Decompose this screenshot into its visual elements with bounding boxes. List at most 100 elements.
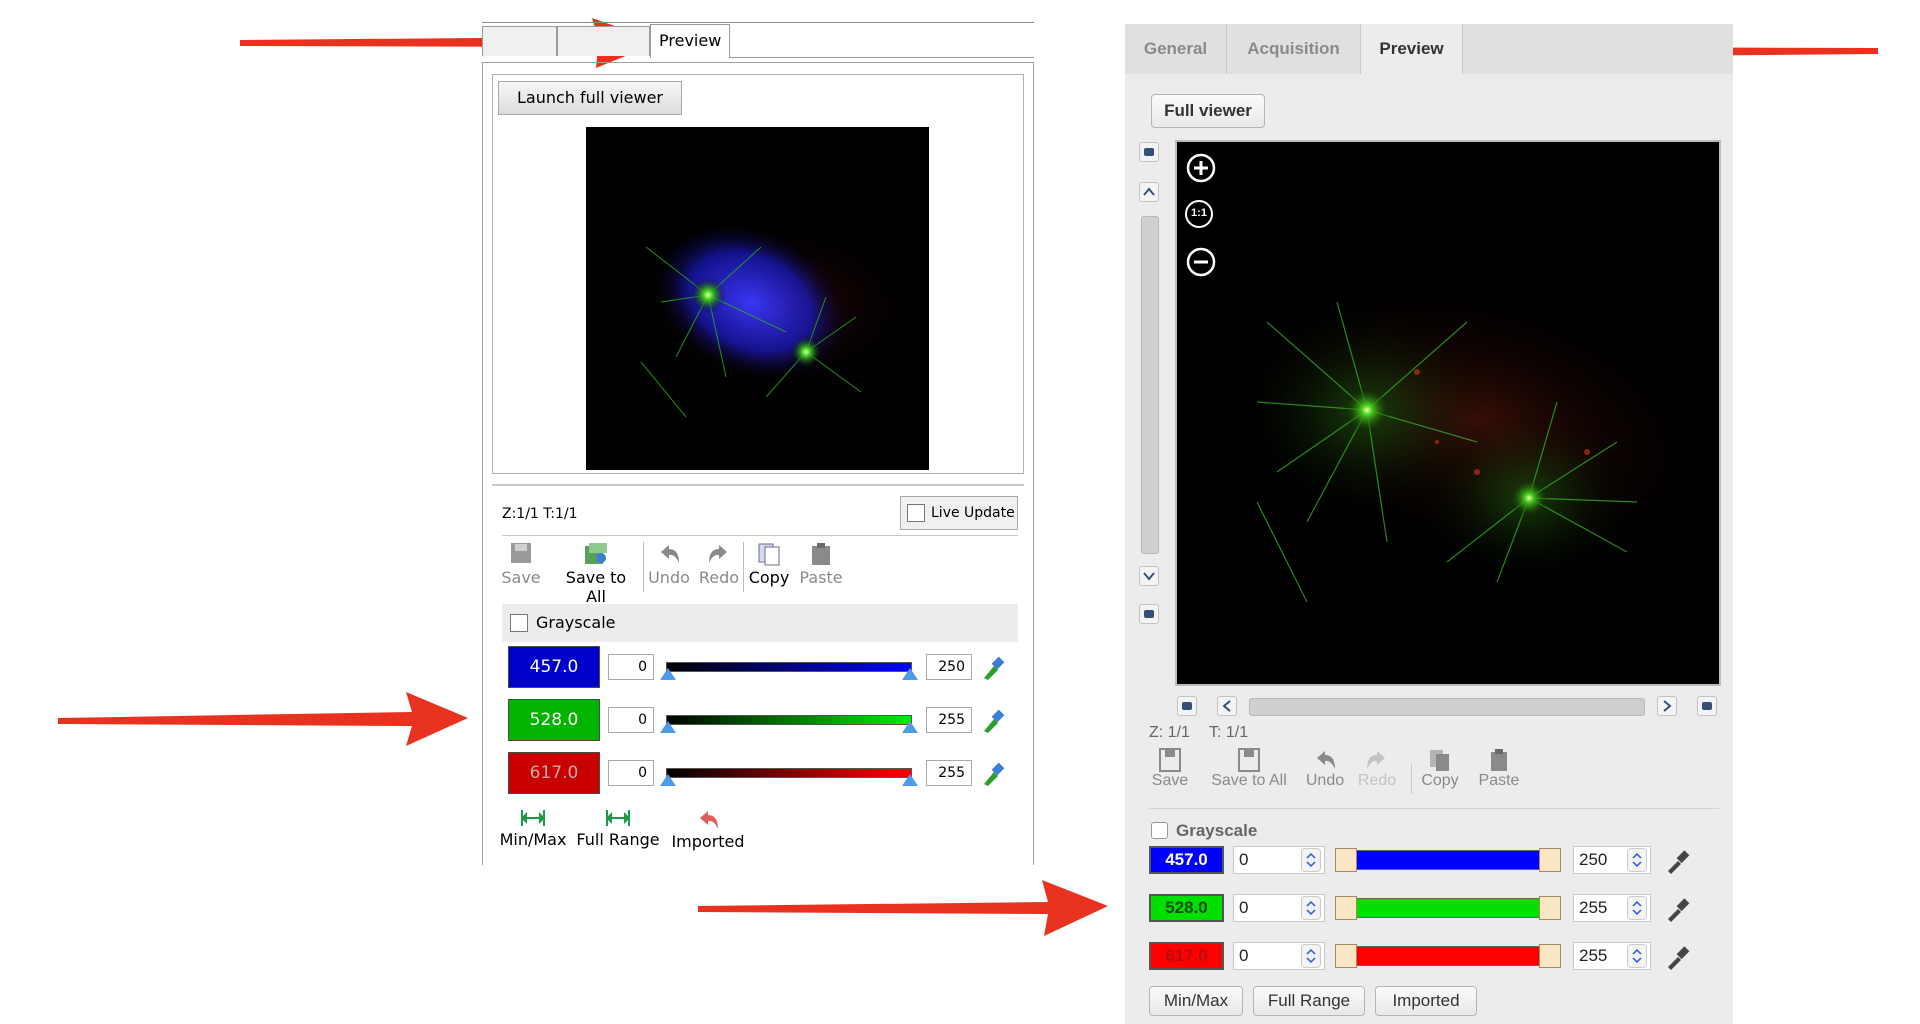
image-preview[interactable] [586,127,929,470]
minmax-button[interactable]: Min/Max [498,808,568,849]
eyedropper-icon[interactable] [1665,896,1691,922]
save-button[interactable]: Save [1147,748,1193,790]
full-range-button[interactable]: Full Range [1253,986,1365,1016]
max-stepper[interactable] [1627,848,1647,872]
channel-max-input[interactable]: 250 [926,654,972,680]
channel-max-input[interactable]: 255 [926,760,972,786]
redo-button[interactable]: Redo [1353,748,1401,790]
eyedropper-icon[interactable] [980,760,1006,788]
max-stepper[interactable] [1627,896,1647,920]
scroll-right-button[interactable] [1657,696,1677,716]
channel-range-slider[interactable] [1335,846,1561,874]
redo-button[interactable]: Redo [696,542,742,587]
channel-row-617: 617.0 0 255 [508,752,1024,798]
max-slider-handle[interactable] [1539,896,1561,920]
max-slider-handle[interactable] [902,721,918,733]
tab-general[interactable]: General [1125,24,1227,74]
copy-button[interactable]: Copy [1415,748,1465,790]
channel-max-input[interactable]: 255 [926,707,972,733]
channel-range-slider[interactable] [1335,942,1561,970]
channel-color-button[interactable]: 617.0 [508,752,600,794]
save-to-all-button[interactable]: Save to All [1201,748,1297,790]
zoom-out-icon[interactable] [1185,246,1217,278]
max-stepper[interactable] [1627,944,1647,968]
max-slider-handle[interactable] [902,774,918,786]
undo-button[interactable]: Undo [646,542,692,587]
eyedropper-icon[interactable] [1665,848,1691,874]
channel-min-input[interactable]: 0 [608,707,654,733]
minmax-button[interactable]: Min/Max [1149,986,1243,1016]
channel-min-input[interactable]: 0 [608,760,654,786]
tab-preview[interactable]: Preview [1361,24,1463,74]
chevron-left-icon [1222,700,1231,712]
live-update-toggle[interactable]: Live Update [900,496,1018,530]
full-viewer-button[interactable]: Full viewer [1151,94,1265,128]
viewer-area [492,74,1024,474]
max-slider-handle[interactable] [1539,848,1561,872]
channel-range-slider[interactable] [1335,894,1561,922]
paste-button[interactable]: Paste [796,542,846,587]
slider-track [666,768,912,778]
scroll-top-button[interactable] [1139,142,1159,162]
eyedropper-icon[interactable] [1665,944,1691,970]
arrow-preview-tab-left [240,18,660,68]
live-update-checkbox[interactable] [907,504,925,522]
undo-button[interactable]: Undo [1301,748,1349,790]
eyedropper-icon[interactable] [980,654,1006,682]
redo-icon [1367,751,1385,769]
scroll-up-button[interactable] [1139,182,1159,202]
min-stepper[interactable] [1301,848,1321,872]
min-stepper[interactable] [1301,896,1321,920]
scroll-end-button[interactable] [1697,696,1717,716]
channel-color-button[interactable]: 528.0 [508,699,600,741]
imported-button[interactable]: Imported [668,808,748,851]
scroll-down-button[interactable] [1139,566,1159,586]
min-stepper[interactable] [1301,944,1321,968]
channel-range-slider[interactable] [660,760,918,788]
channel-min-input[interactable]: 0 [608,654,654,680]
min-slider-handle[interactable] [660,721,676,733]
toolbar-separator [643,542,644,592]
save-to-all-button[interactable]: Save to All [554,542,638,606]
stepper-icon [1306,852,1316,868]
min-slider-handle[interactable] [1335,944,1357,968]
grayscale-checkbox[interactable] [510,614,528,632]
scroll-start-button[interactable] [1177,696,1197,716]
tab-general-left[interactable] [482,26,557,56]
horizontal-scroll-track[interactable] [1249,698,1645,716]
imported-icon [700,811,718,829]
tab-acquisition[interactable]: Acquisition [1227,24,1361,74]
tab-preview-left[interactable]: Preview [650,24,730,58]
channel-range-slider[interactable] [660,654,918,682]
copy-icon [758,543,780,566]
vertical-scroll-track[interactable] [1141,216,1159,554]
scroll-bottom-button[interactable] [1139,604,1159,624]
tab-acquisition-left[interactable] [557,26,650,56]
paste-label: Paste [799,568,843,587]
channel-color-button[interactable]: 457.0 [1149,846,1224,874]
zoom-reset-button[interactable]: 1:1 [1185,200,1213,228]
save-icon [511,543,531,563]
min-slider-handle[interactable] [660,668,676,680]
channel-color-button[interactable]: 528.0 [1149,894,1224,922]
image-preview[interactable]: 1:1 [1175,140,1721,686]
grayscale-checkbox[interactable] [1151,822,1168,839]
save-button[interactable]: Save [500,542,542,587]
minmax-label: Min/Max [499,830,567,849]
min-slider-handle[interactable] [1335,848,1357,872]
min-slider-handle[interactable] [660,774,676,786]
imported-button[interactable]: Imported [1375,986,1477,1016]
channel-color-button[interactable]: 617.0 [1149,942,1224,970]
full-range-button[interactable]: Full Range [576,808,660,849]
channel-range-slider[interactable] [660,707,918,735]
paste-button[interactable]: Paste [1471,748,1527,790]
max-slider-handle[interactable] [1539,944,1561,968]
zoom-in-icon[interactable] [1185,152,1217,184]
min-slider-handle[interactable] [1335,896,1357,920]
max-slider-handle[interactable] [902,668,918,680]
channel-color-button[interactable]: 457.0 [508,646,600,688]
copy-button[interactable]: Copy [746,542,792,587]
launch-full-viewer-button[interactable]: Launch full viewer [498,81,682,115]
eyedropper-icon[interactable] [980,707,1006,735]
scroll-left-button[interactable] [1217,696,1237,716]
